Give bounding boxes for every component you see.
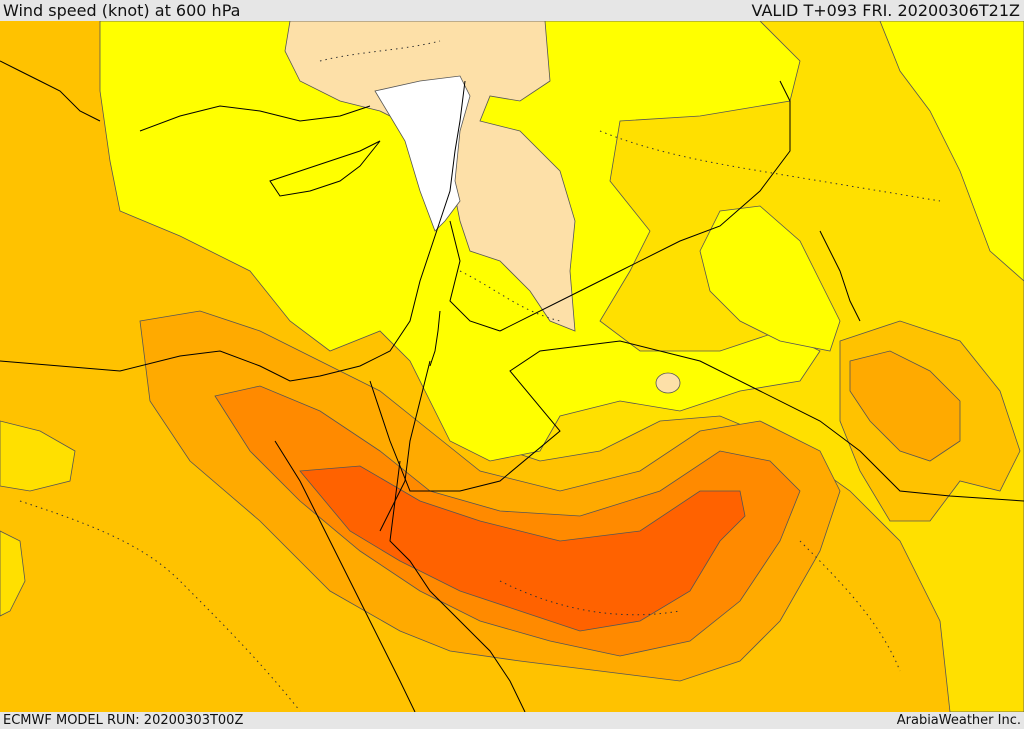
band-deep-orange-core <box>299 465 746 632</box>
coastlines-borders <box>0 60 1024 712</box>
border-line-3 <box>449 220 501 332</box>
border-line-2 <box>499 80 791 332</box>
band-tan-north <box>284 21 576 332</box>
dead-sea-jordan <box>429 310 441 367</box>
header-bar: Wind speed (knot) at 600 hPa VALID T+093… <box>0 0 1024 21</box>
red-sea-west-coast <box>274 440 416 712</box>
band-yellow-east-pocket <box>699 205 841 352</box>
gulf-islands <box>819 230 861 322</box>
band-yellow-gold-west <box>0 420 76 492</box>
valid-time: VALID T+093 FRI. 20200306T21Z <box>751 1 1020 20</box>
band-white-north <box>374 75 471 232</box>
levant-coast <box>429 80 466 252</box>
map-title: Wind speed (knot) at 600 hPa <box>3 1 241 20</box>
gulf-of-aqaba <box>404 360 431 482</box>
footer-bar: ECMWF MODEL RUN: 20200303T00Z ArabiaWeat… <box>0 712 1024 729</box>
mediterranean-coast <box>0 250 431 382</box>
red-sea-east-coast <box>389 460 526 712</box>
band-amber-east <box>849 350 961 462</box>
dotted-contours <box>19 40 941 712</box>
band-yellow-gold-west-low <box>0 530 26 617</box>
border-line-1 <box>369 340 1024 502</box>
band-yellow-levant <box>99 21 821 462</box>
wind-speed-map <box>0 21 1024 712</box>
gulf-of-suez <box>379 480 406 532</box>
cyprus-outline <box>269 140 381 197</box>
band-tan-pocket <box>655 372 681 394</box>
band-yellow-northeast <box>879 21 1024 282</box>
aegean-coast <box>0 60 101 122</box>
model-run: ECMWF MODEL RUN: 20200303T00Z <box>3 713 244 728</box>
anatolia-coast <box>139 105 371 132</box>
credit: ArabiaWeather Inc. <box>896 713 1021 728</box>
